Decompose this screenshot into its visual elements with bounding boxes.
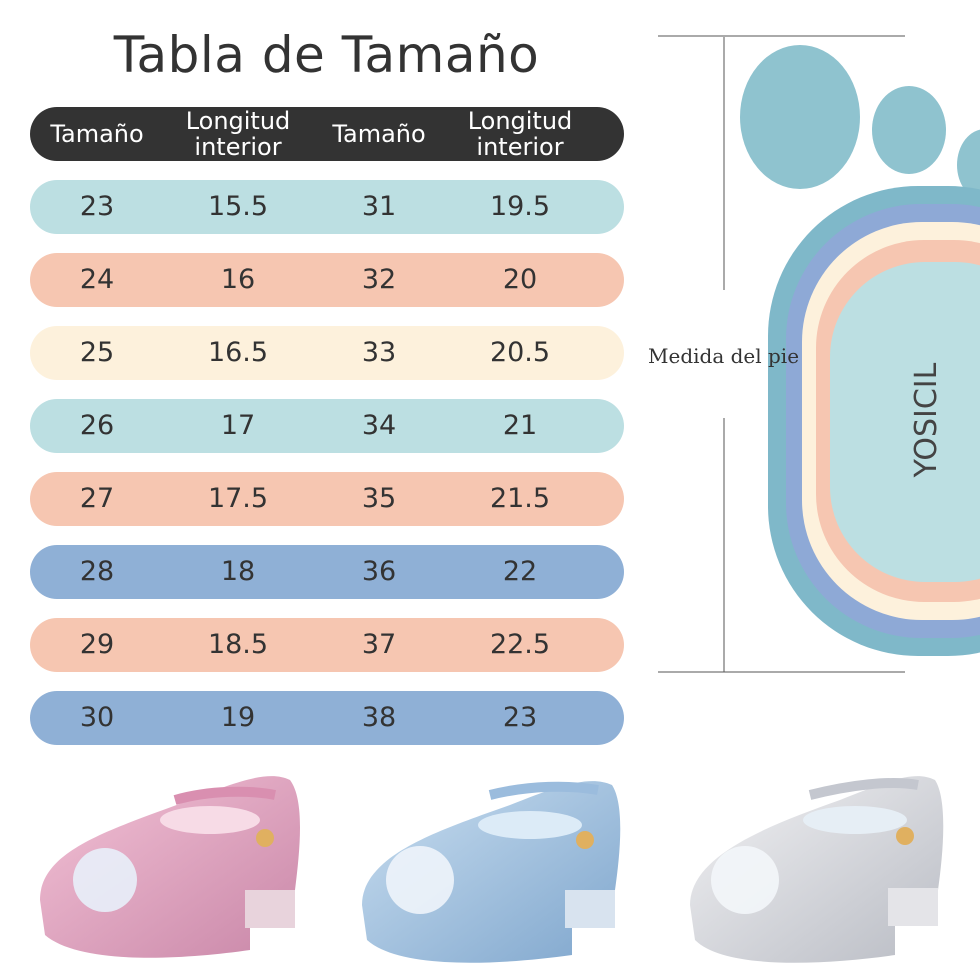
- size-cell: 26: [79, 410, 115, 441]
- size-row: 27 17.5 35 21.5: [30, 472, 624, 526]
- size-cell: 19: [220, 702, 256, 733]
- shoe-pink: [40, 776, 300, 958]
- size-cell: 22.5: [489, 629, 551, 660]
- size-cell: 23: [79, 191, 115, 222]
- size-cell: 20: [502, 264, 538, 295]
- size-cell: 16: [220, 264, 256, 295]
- size-cell: 15.5: [207, 191, 269, 222]
- size-cell: 31: [361, 191, 397, 222]
- shoe-blue: [362, 781, 621, 963]
- shoe-silver: [690, 776, 944, 963]
- measure-label: Medida del pie: [648, 344, 799, 368]
- size-row: 23 15.5 31 19.5: [30, 180, 624, 234]
- size-cell: 20.5: [489, 337, 551, 368]
- size-cell: 32: [361, 264, 397, 295]
- size-cell: 33: [361, 337, 397, 368]
- size-row: 29 18.5 37 22.5: [30, 618, 624, 672]
- header-cell: Tamaño: [332, 120, 426, 148]
- size-cell: 37: [361, 629, 397, 660]
- brand-label: YOSICIL: [909, 362, 944, 478]
- size-cell: 17: [220, 410, 256, 441]
- foot-illustration: Medida del pie YOSICIL: [648, 35, 980, 673]
- size-cell: 21: [502, 410, 538, 441]
- size-cell: 36: [361, 556, 397, 587]
- size-cell: 25: [79, 337, 115, 368]
- size-cell: 27: [79, 483, 115, 514]
- size-cell: 30: [79, 702, 115, 733]
- size-cell: 38: [361, 702, 397, 733]
- size-row: 26 17 34 21: [30, 399, 624, 453]
- size-cell: 18: [220, 556, 256, 587]
- size-row: 30 19 38 23: [30, 691, 624, 745]
- size-cell: 24: [79, 264, 115, 295]
- size-cell: 28: [79, 556, 115, 587]
- header-cell: Longitud interior: [185, 107, 291, 161]
- size-cell: 35: [361, 483, 397, 514]
- size-cell: 18.5: [207, 629, 269, 660]
- size-cell: 17.5: [207, 483, 269, 514]
- size-row: 24 16 32 20: [30, 253, 624, 307]
- size-cell: 34: [361, 410, 397, 441]
- size-cell: 16.5: [207, 337, 269, 368]
- header-row: Tamaño Longitud interior Tamaño Longitud in…: [30, 107, 624, 161]
- size-cell: 22: [502, 556, 538, 587]
- header-cell: Tamaño: [50, 120, 144, 148]
- size-row: 25 16.5 33 20.5: [30, 326, 624, 380]
- size-cell: 29: [79, 629, 115, 660]
- size-cell: 21.5: [489, 483, 551, 514]
- title: Tabla de Tamaño: [113, 26, 540, 84]
- size-cell: 19.5: [489, 191, 551, 222]
- size-row: 28 18 36 22: [30, 545, 624, 599]
- size-cell: 23: [502, 702, 538, 733]
- header-cell: Longitud interior: [467, 107, 573, 161]
